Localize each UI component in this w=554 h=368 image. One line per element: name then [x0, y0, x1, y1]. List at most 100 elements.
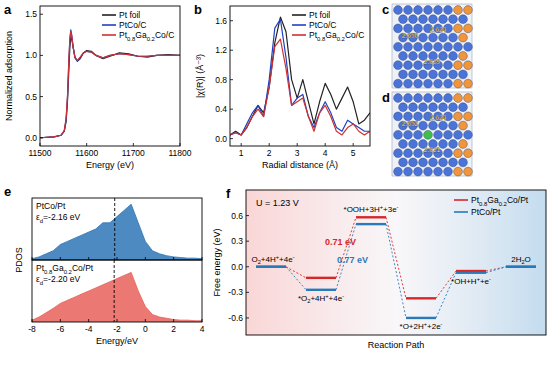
text-run: =-2.16 eV [43, 212, 80, 222]
text-run: 2.624 [430, 26, 447, 33]
plot-area [256, 217, 536, 318]
y-tick-label: 1.5 [25, 9, 37, 19]
y-tick-label: -0.3 [228, 287, 243, 297]
text-run: 4 [200, 324, 205, 334]
annotation: U = 1.23 V [256, 198, 299, 208]
energy-level [256, 266, 286, 268]
legend-entry: Pt0.8Ga0.2Co/C [119, 30, 174, 42]
text-run: 2.621 [424, 146, 441, 153]
atom [464, 94, 473, 103]
panel-1: 123450.00.40.81.21.6Pt foilPtCo/CPt0.8Ga… [215, 6, 370, 158]
text-run: 1.6 [215, 16, 227, 26]
text-run: -4 [85, 324, 93, 334]
atom [459, 103, 468, 112]
bond-length: 2.652 [402, 120, 419, 127]
panel-letter: a [4, 2, 12, 17]
text-run: - [397, 204, 399, 210]
atom [429, 70, 438, 79]
x-tick [88, 257, 89, 260]
atom [454, 42, 463, 51]
text-run: d [382, 90, 390, 105]
text-run: Co/Pt [72, 263, 94, 273]
atom [444, 42, 453, 51]
atom [464, 24, 473, 33]
atom [419, 33, 428, 42]
panel-2: PtCo/Ptεd=-2.16 eV [32, 198, 202, 260]
atom [459, 140, 468, 149]
atom [419, 15, 428, 24]
bond-length: 2.639 [424, 58, 441, 65]
text-run: 0 [143, 324, 148, 334]
atom [459, 15, 468, 24]
text-run: e [4, 184, 11, 199]
legend-entry: Pt foil [119, 10, 140, 20]
y-tick-label: 0.5 [25, 92, 37, 102]
legend-swatch [454, 211, 468, 213]
atom [409, 158, 418, 167]
x-tick [173, 319, 174, 322]
area-line [32, 204, 202, 259]
x-tick-label: 11700 [122, 148, 145, 158]
atom [459, 33, 468, 42]
panel-4: -0.6-0.30.00.30.6O2+4H++4e-*O2+4H++4e-*O… [228, 190, 546, 335]
atom [414, 149, 423, 158]
legend-swatch [102, 14, 116, 16]
text-run: 1.5 [25, 9, 37, 19]
text-run: -8 [28, 324, 36, 334]
atom [394, 79, 403, 88]
x-tick-label: 0 [143, 324, 148, 334]
atom [409, 140, 418, 149]
atom [459, 70, 468, 79]
text-run: 1.0 [25, 50, 37, 60]
text-run: +4H [310, 294, 325, 303]
text-run: +3e [383, 205, 397, 214]
bond-length: 2.624 [430, 114, 447, 121]
annotation: 0.77 eV [337, 255, 368, 265]
text-run: *OOH+3H [344, 205, 380, 214]
atom [459, 52, 468, 61]
atom [434, 42, 443, 51]
x-tick [145, 257, 146, 260]
area-fill [32, 204, 202, 260]
plot-area [230, 17, 370, 135]
legend-entry: PtCo/C [309, 20, 336, 30]
text-run: =-2.20 eV [43, 274, 80, 284]
text-run: -0.3 [228, 287, 243, 297]
bond-length: 2.624 [430, 26, 447, 33]
atom [464, 149, 473, 158]
atom [409, 52, 418, 61]
text-run: PtCo/C [309, 20, 336, 30]
x-tick-label: -8 [28, 324, 36, 334]
atom [454, 130, 463, 139]
text-run: - [489, 276, 491, 282]
atom [404, 130, 413, 139]
atom [399, 103, 408, 112]
x-tick-label: -4 [85, 324, 93, 334]
annotation: 0.71 eV [325, 237, 356, 247]
atom [394, 167, 403, 176]
area-line [32, 272, 202, 320]
x-tick-label: 11800 [168, 148, 191, 158]
atom [399, 140, 408, 149]
atom [419, 70, 428, 79]
x-tick-label: -2 [113, 324, 121, 334]
atom [399, 52, 408, 61]
text-run: *O [298, 294, 307, 303]
legend-entry: PtCo/C [119, 20, 146, 30]
annotation: εd=-2.16 eV [36, 212, 81, 224]
plot-area [32, 198, 202, 260]
d-band-center [114, 198, 115, 260]
text-run: 0.0 [215, 134, 227, 144]
x-tick [117, 257, 118, 260]
step-label: *O2+4H++4e- [298, 293, 344, 304]
structure-bg [392, 4, 472, 88]
atom [464, 61, 473, 70]
x-axis-label: Radial distance (Å) [262, 160, 338, 170]
legend-swatch [292, 14, 306, 16]
frame [32, 260, 202, 322]
text-run: 0.3 [231, 236, 243, 246]
atom [414, 79, 423, 88]
bond-length: 2.650 [402, 32, 419, 39]
atom [414, 6, 423, 15]
atom [419, 158, 428, 167]
